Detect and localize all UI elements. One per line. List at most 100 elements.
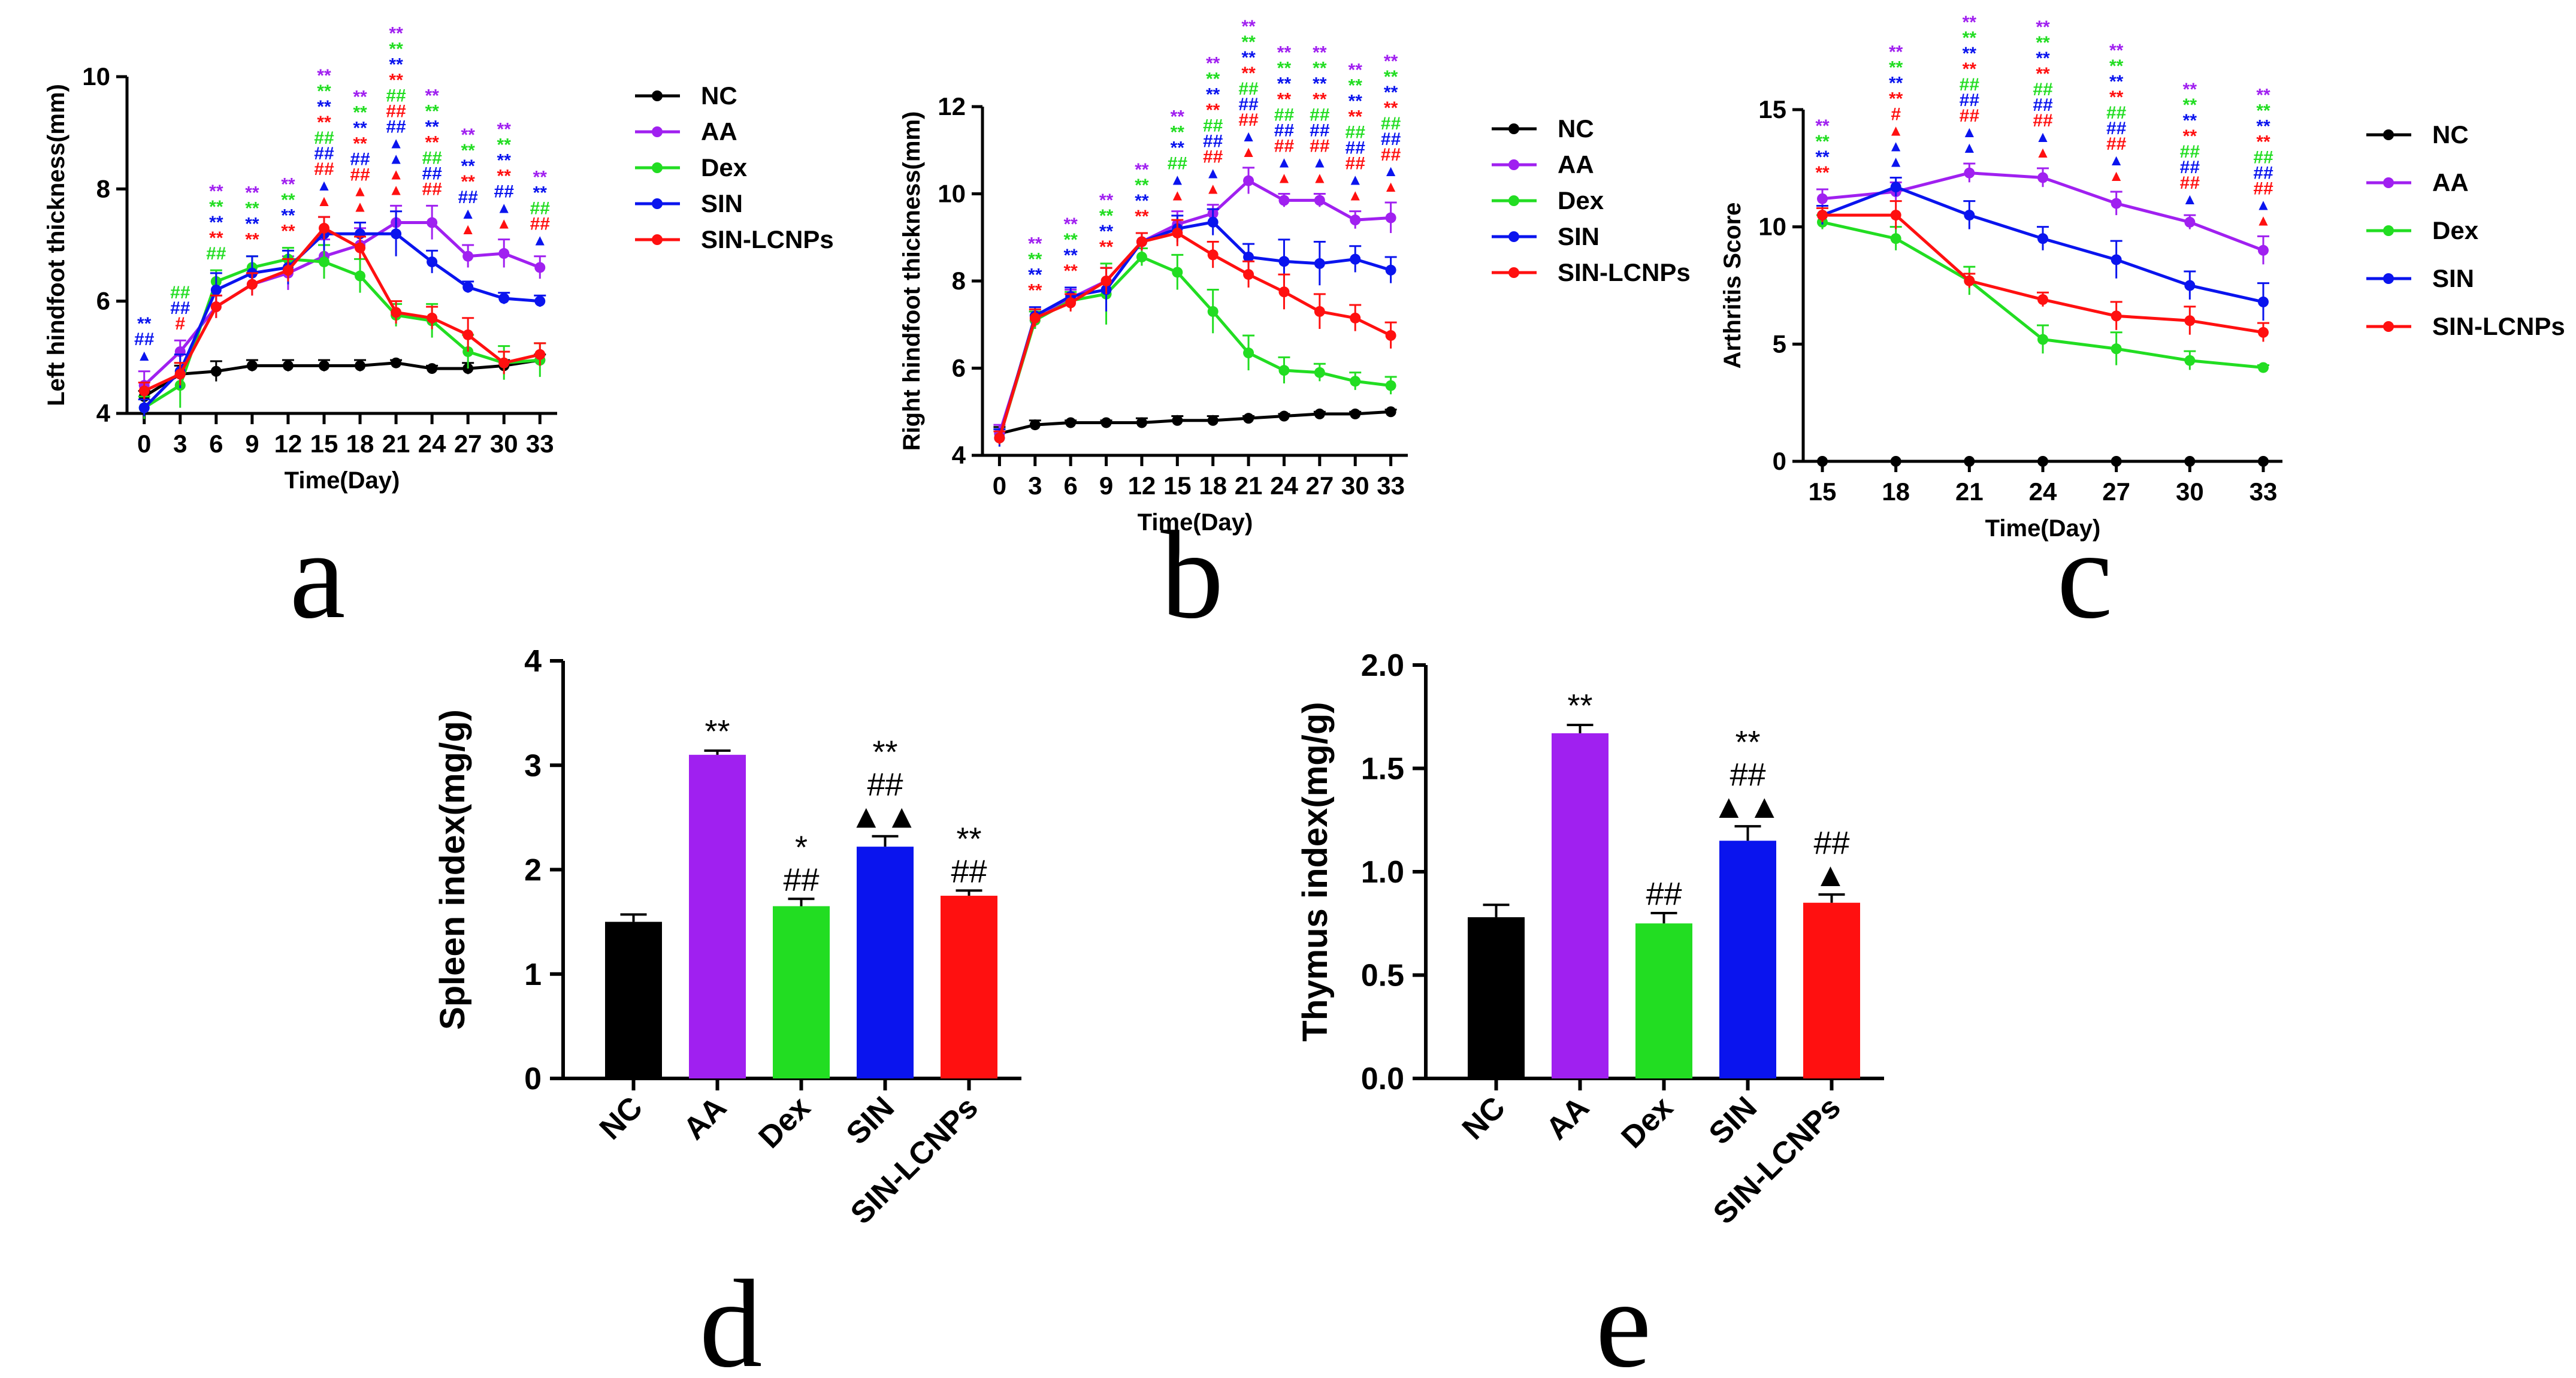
significance-mark: ▲ xyxy=(496,214,512,232)
significance-mark: ** xyxy=(461,141,475,161)
significance-mark: ** xyxy=(1815,132,1830,152)
x-tick-label: 30 xyxy=(490,430,518,458)
significance-mark: ** xyxy=(1277,90,1292,110)
significance-mark: ▲ xyxy=(1277,153,1292,171)
data-point xyxy=(138,402,150,413)
y-tick-label: 12 xyxy=(938,92,966,120)
significance-mark: ** xyxy=(1206,85,1220,105)
x-tick-label: 18 xyxy=(1882,478,1910,506)
data-point xyxy=(1314,306,1325,317)
significance-mark: ## xyxy=(1960,106,1980,126)
significance-mark: ** xyxy=(1206,101,1220,120)
data-point xyxy=(1385,264,1396,276)
significance-mark: ## xyxy=(314,159,334,179)
data-point xyxy=(1172,227,1183,238)
legend-label: Dex xyxy=(701,153,748,182)
legend-item: SIN xyxy=(1492,222,1600,250)
y-tick-label: 4 xyxy=(952,441,966,469)
significance-mark: ** xyxy=(1815,163,1830,183)
significance-mark: ## xyxy=(1310,137,1330,156)
significance-mark: ** xyxy=(497,120,512,140)
legend-swatch-marker xyxy=(652,198,663,209)
significance-mark: ## xyxy=(1168,154,1188,174)
data-point xyxy=(1350,214,1361,226)
y-tick-label: 6 xyxy=(952,354,966,382)
significance-mark: ## xyxy=(2180,173,2200,193)
significance-mark: ## xyxy=(458,188,478,207)
series-line xyxy=(998,255,1391,439)
significance-mark: ## xyxy=(1381,145,1401,165)
significance-mark: ** xyxy=(1241,32,1256,52)
significance-mark: ▲▲ xyxy=(1712,787,1783,825)
significance-mark: ** xyxy=(1063,214,1078,234)
panel-letter-a: a xyxy=(289,506,345,645)
x-tick-label: 9 xyxy=(1099,472,1113,500)
significance-mark: ** xyxy=(461,156,475,176)
significance-mark: ** xyxy=(705,714,730,750)
bar-SIN xyxy=(857,847,914,1078)
significance-mark: ** xyxy=(209,182,223,201)
data-point xyxy=(1136,417,1147,428)
data-point xyxy=(355,242,366,253)
legend-swatch-marker xyxy=(1508,195,1519,206)
legend-item: NC xyxy=(2366,120,2469,149)
significance-mark: ** xyxy=(389,55,403,74)
series-SIN xyxy=(138,210,546,416)
legend-swatch-marker xyxy=(652,234,663,245)
x-tick-label: AA xyxy=(677,1090,733,1146)
data-point xyxy=(1207,216,1219,228)
x-tick-label: 15 xyxy=(310,430,338,458)
significance-mark: ▲ xyxy=(2255,195,2271,213)
data-point xyxy=(427,217,438,228)
series-line xyxy=(998,231,1392,439)
data-point xyxy=(2111,254,2122,265)
data-point xyxy=(1964,275,1975,286)
significance-mark: ** xyxy=(1349,92,1363,111)
x-tick-label: 30 xyxy=(1341,472,1369,500)
significance-mark: ▲ xyxy=(2035,143,2051,161)
legend-swatch-marker xyxy=(1508,123,1519,134)
significance-mark: ## xyxy=(350,165,370,185)
bar-SIN-LCNPs xyxy=(1803,902,1860,1078)
series-Dex xyxy=(138,244,546,419)
series-SIN xyxy=(1816,176,2269,321)
x-tick-label: Dex xyxy=(752,1090,818,1155)
significance-mark: ** xyxy=(1735,724,1760,760)
data-point xyxy=(318,360,329,371)
significance-mark: ▲ xyxy=(1814,856,1849,893)
significance-mark: ## xyxy=(314,128,334,148)
legend-item: AA xyxy=(1492,150,1594,179)
significance-mark: ▲ xyxy=(1383,177,1399,195)
significance-mark: ** xyxy=(1063,246,1078,265)
data-point xyxy=(391,307,402,318)
significance-mark: ▲ xyxy=(1347,186,1363,204)
data-point xyxy=(1172,415,1183,426)
x-tick-label: 3 xyxy=(173,430,187,458)
significance-mark: ## xyxy=(2106,134,2127,154)
data-point xyxy=(2111,198,2122,209)
data-point xyxy=(2111,310,2122,322)
significance-mark: ** xyxy=(2183,126,2197,146)
data-point xyxy=(355,270,366,282)
series-NC xyxy=(138,353,546,403)
legend-swatch-marker xyxy=(1508,159,1519,170)
significance-mark: ## xyxy=(350,150,370,170)
data-point xyxy=(1314,195,1325,206)
y-tick-label: 10 xyxy=(82,62,110,90)
significance-mark: ** xyxy=(2256,132,2270,152)
significance-mark: # xyxy=(1891,104,1901,124)
data-point xyxy=(427,312,438,324)
significance-mark: ▲ xyxy=(388,149,404,167)
x-tick-label: 33 xyxy=(526,430,554,458)
significance-mark: ** xyxy=(2036,17,2050,37)
significance-mark: # xyxy=(175,314,185,334)
x-tick-label: 24 xyxy=(2029,478,2057,506)
significance-mark: ** xyxy=(1384,98,1398,118)
significance-mark: ▲ xyxy=(1961,123,1977,141)
x-tick-label: 0 xyxy=(137,430,151,458)
data-point xyxy=(1964,456,1975,467)
series-line xyxy=(997,220,1392,439)
y-tick-label: 2.0 xyxy=(1361,648,1404,683)
legend-label: AA xyxy=(2432,168,2469,197)
significance-mark: ## xyxy=(1238,110,1259,130)
